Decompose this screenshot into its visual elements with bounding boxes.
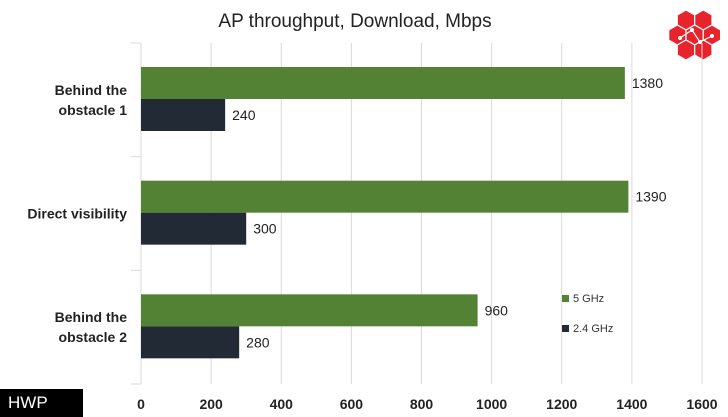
category-label-line: Direct visibility xyxy=(27,206,127,222)
data-label: 1390 xyxy=(635,189,666,205)
logo-hex xyxy=(694,39,713,61)
bar xyxy=(141,212,247,245)
bar xyxy=(141,326,240,359)
legend: 5 GHz 2.4 GHz xyxy=(562,293,613,335)
data-label: 300 xyxy=(253,221,277,237)
x-tick-label: 1000 xyxy=(476,396,507,412)
x-tick-label: 800 xyxy=(410,396,434,412)
category-label-line: obstacle 2 xyxy=(59,329,128,345)
legend-label: 5 GHz xyxy=(573,293,604,305)
x-tick-label: 1600 xyxy=(686,396,717,412)
x-tick-label: 200 xyxy=(199,396,223,412)
category-label: Behind the obstacle 1 xyxy=(55,82,128,118)
x-axis-ticks: 0 200 400 600 800 1000 1200 1400 1600 xyxy=(137,396,718,412)
logo-node xyxy=(690,28,694,32)
logo-hex xyxy=(676,39,696,61)
x-tick-label: 600 xyxy=(340,396,364,412)
x-tick-label: 0 xyxy=(137,396,145,412)
category-separators xyxy=(131,42,141,385)
logo-trace xyxy=(679,29,693,39)
category-label-line: Behind the xyxy=(55,82,128,98)
data-label: 960 xyxy=(485,302,509,318)
chart-title: AP throughput, Download, Mbps xyxy=(218,11,491,32)
category-label-line: obstacle 1 xyxy=(59,102,128,118)
logo-trace xyxy=(691,29,701,43)
data-label: 280 xyxy=(246,334,270,350)
logo-node xyxy=(710,34,714,38)
x-tick-label: 1400 xyxy=(616,396,647,412)
bar xyxy=(141,294,478,327)
bar xyxy=(141,99,226,131)
bars xyxy=(141,67,629,359)
legend-swatch xyxy=(562,295,569,302)
data-label: 240 xyxy=(232,107,256,123)
honeycomb-logo xyxy=(668,9,722,61)
logo-node xyxy=(698,40,702,44)
x-tick-label: 400 xyxy=(270,396,294,412)
logo-node xyxy=(678,36,682,40)
bar xyxy=(141,180,629,213)
category-label-line: Behind the xyxy=(55,309,128,325)
category-label: Direct visibility xyxy=(27,206,127,222)
legend-swatch xyxy=(562,325,569,332)
category-label: Behind the obstacle 2 xyxy=(55,309,128,345)
logo-trace xyxy=(699,35,713,43)
category-labels: Behind the obstacle 1 Direct visibility Beh… xyxy=(27,82,127,345)
bar xyxy=(141,67,625,99)
data-label: 1380 xyxy=(632,75,663,91)
source-badge: HWP xyxy=(0,389,83,417)
legend-label: 2.4 GHz xyxy=(573,323,613,335)
x-tick-label: 1200 xyxy=(546,396,577,412)
data-labels: 1380 240 1390 300 960 280 xyxy=(232,75,667,350)
